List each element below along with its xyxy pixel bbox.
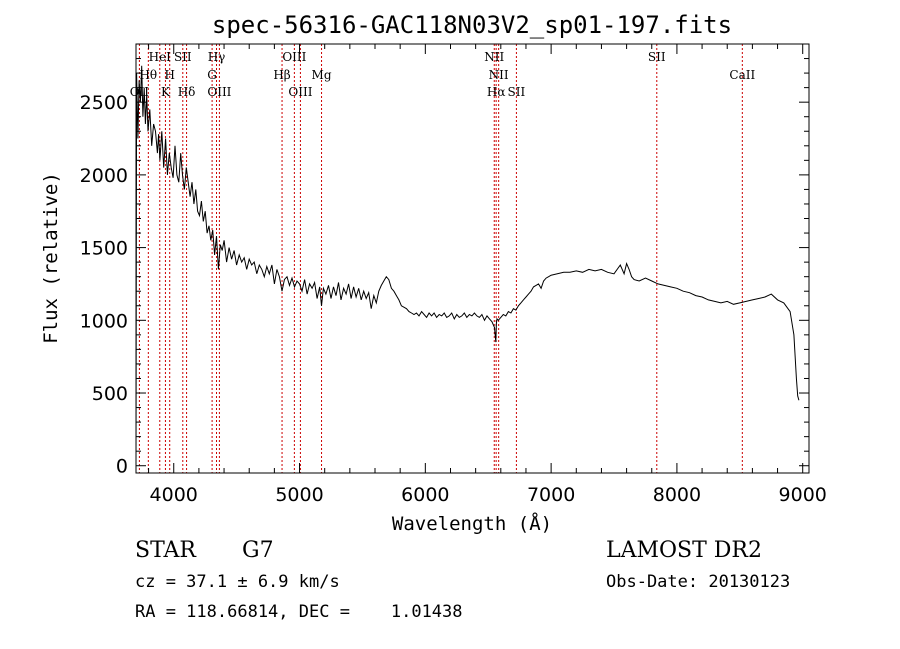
y-tick-label: 2000 (80, 165, 128, 187)
chart-title: spec-56316-GAC118N03V2_sp01-197.fits (212, 11, 732, 39)
line-marker-label: SII (508, 85, 526, 99)
subclass-label: G7 (242, 538, 274, 563)
y-tick-label: 2500 (80, 92, 128, 114)
line-marker-label: NII (489, 68, 509, 82)
line-marker-label: Hδ (178, 85, 196, 99)
y-tick-label: 1500 (80, 238, 128, 260)
x-axis-label: Wavelength (Å) (392, 512, 552, 535)
line-marker-label: SII (174, 50, 192, 64)
x-tick-label: 8000 (653, 484, 701, 506)
x-tick-label: 6000 (401, 484, 449, 506)
line-marker-label: OIII (282, 50, 306, 64)
line-marker-label: CaII (729, 68, 755, 82)
line-marker-label: G (207, 68, 217, 82)
axis-tick-labels: 4000 5000 6000 7000 8000 9000 0 500 1000 1500 2000… (80, 92, 827, 506)
x-tick-label: 5000 (275, 484, 323, 506)
survey-label: LAMOST DR2 (606, 538, 762, 563)
line-marker-label: Mg (312, 68, 332, 82)
x-tick-label: 7000 (527, 484, 575, 506)
line-marker-labels: OIIHθHeIKHSIIHδHγGOIIIHβOIIIOIIIMgNIIHαN… (130, 50, 756, 99)
line-marker-label: Hα (487, 85, 506, 99)
coordinates-text: RA = 118.66814, DEC = 1.01438 (135, 602, 463, 622)
line-marker-label: HeI (149, 50, 172, 64)
line-marker-label: OIII (207, 85, 231, 99)
x-tick-label: 4000 (150, 484, 198, 506)
y-tick-label: 500 (92, 383, 128, 405)
y-tick-label: 0 (116, 456, 128, 478)
plot-frame (135, 43, 810, 474)
axis-ticks (136, 44, 809, 473)
line-marker-label: Hθ (139, 68, 157, 82)
obs-date-text: Obs-Date: 20130123 (606, 572, 791, 592)
x-tick-label: 9000 (779, 484, 827, 506)
line-marker-label: H (164, 68, 174, 82)
class-label: STAR (135, 538, 196, 563)
line-marker-label: OIII (288, 85, 312, 99)
line-marker-label: K (161, 85, 171, 99)
line-marker-label: Hβ (273, 68, 290, 82)
redshift-text: cz = 37.1 ± 6.9 km/s (135, 572, 340, 592)
line-marker-label: NII (484, 50, 504, 64)
spectrum-line (135, 65, 800, 466)
line-marker-label: Hγ (208, 50, 226, 64)
y-tick-label: 1000 (80, 310, 128, 332)
line-markers (138, 44, 743, 473)
y-axis-label: Flux (relative) (40, 172, 62, 344)
line-marker-label: SII (648, 50, 666, 64)
